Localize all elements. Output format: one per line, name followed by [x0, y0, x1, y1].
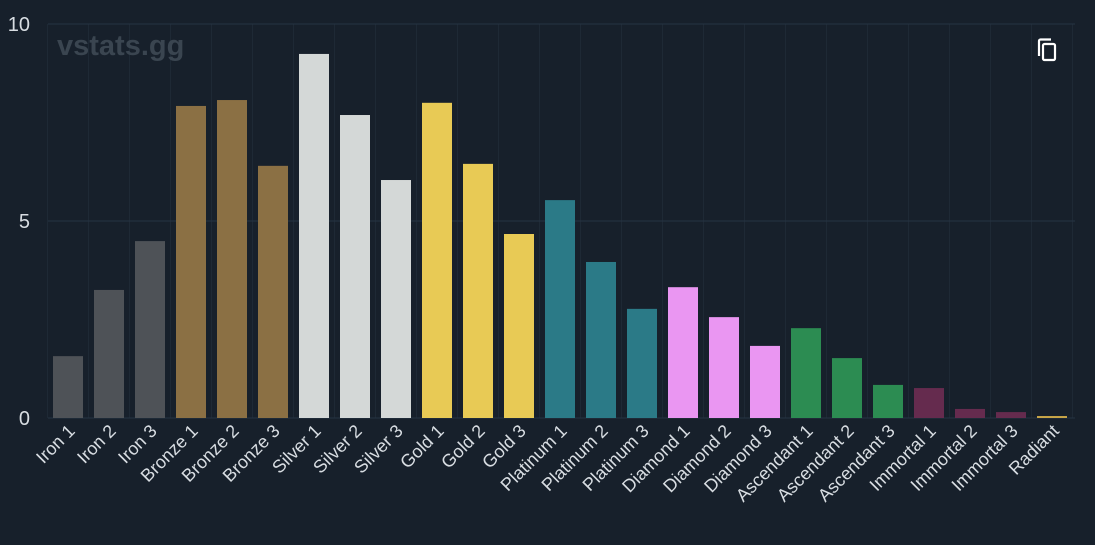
- bar-bronze-3: [258, 165, 288, 418]
- bar-immortal-1: [914, 388, 944, 418]
- bar-bronze-1: [176, 105, 206, 419]
- bar-ascendant-1: [791, 328, 821, 418]
- bar-diamond-2: [709, 317, 739, 418]
- bar-silver-1: [299, 53, 329, 418]
- bar-ascendant-2: [832, 358, 862, 418]
- bar-iron-1: [53, 356, 83, 418]
- x-tick-label: Gold 2: [437, 421, 489, 473]
- bar-platinum-1: [545, 200, 575, 418]
- bar-ascendant-3: [873, 384, 903, 418]
- y-tick-label: 10: [8, 14, 30, 36]
- bar-iron-3: [135, 241, 165, 418]
- bar-immortal-2: [955, 408, 985, 418]
- bar-bronze-2: [217, 100, 247, 419]
- bar-diamond-1: [668, 287, 698, 418]
- bar-iron-2: [94, 289, 124, 418]
- bar-gold-3: [504, 234, 534, 418]
- bar-immortal-3: [996, 412, 1026, 418]
- x-tick-label: Iron 2: [73, 421, 120, 468]
- x-tick-label: Iron 1: [32, 421, 79, 468]
- watermark-logo: vstats.gg: [57, 30, 185, 62]
- y-tick-label: 0: [19, 408, 30, 430]
- bar-silver-2: [340, 115, 370, 418]
- x-tick-label: Gold 1: [396, 421, 448, 473]
- bar-gold-1: [422, 102, 452, 419]
- bar-platinum-3: [627, 308, 657, 418]
- copy-icon[interactable]: [1034, 36, 1062, 66]
- bar-platinum-2: [586, 261, 616, 418]
- bar-radiant: [1037, 416, 1067, 418]
- bar-silver-3: [381, 180, 411, 418]
- bar-diamond-3: [750, 345, 780, 418]
- bar-gold-2: [463, 163, 493, 418]
- y-tick-label: 5: [19, 211, 30, 233]
